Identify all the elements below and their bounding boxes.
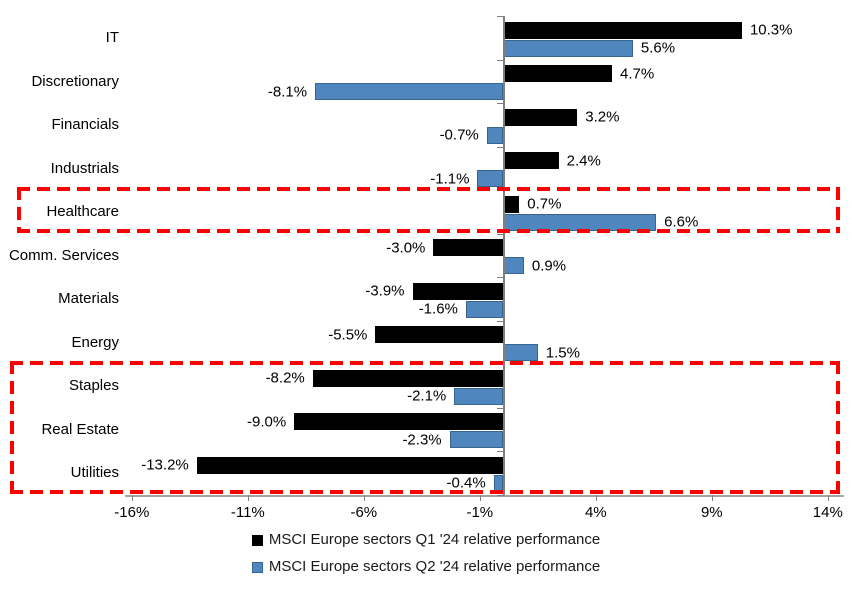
legend-item-q2: MSCI Europe sectors Q2 '24 relative perf… bbox=[251, 558, 601, 576]
highlight-box-healthcare bbox=[17, 187, 840, 233]
legend-label-q2: MSCI Europe sectors Q2 '24 relative perf… bbox=[268, 558, 601, 575]
q1-value-real-estate: -9.0% bbox=[247, 413, 287, 430]
q2-value-comm-services: 0.9% bbox=[531, 257, 567, 274]
q2-value-discretionary: -8.1% bbox=[267, 83, 308, 100]
category-tick bbox=[497, 233, 504, 235]
category-label-healthcare: Healthcare bbox=[46, 203, 119, 221]
q1-value-utilities: -13.2% bbox=[141, 456, 189, 474]
category-axis-line bbox=[125, 494, 844, 497]
q2-value-energy: 1.5% bbox=[545, 344, 580, 361]
q2-bar-financials bbox=[486, 126, 503, 144]
category-label-it: IT bbox=[105, 29, 119, 47]
q1-value-industrials: 2.4% bbox=[566, 152, 601, 169]
category-label-staples: Staples bbox=[68, 377, 119, 395]
q2-bar-comm-services bbox=[503, 257, 524, 274]
x-axis-tick bbox=[711, 494, 713, 501]
q1-value-healthcare: 0.7% bbox=[527, 195, 562, 213]
category-label-financials: Financials bbox=[51, 116, 119, 134]
q2-bar-real-estate bbox=[449, 431, 503, 448]
x-axis-tick-label-4: 4% bbox=[584, 503, 607, 521]
q2-value-it: 5.6% bbox=[640, 39, 676, 57]
category-tick bbox=[497, 451, 504, 452]
category-tick bbox=[497, 407, 504, 409]
q2-bar-staples bbox=[454, 387, 503, 405]
q2-value-healthcare: 6.6% bbox=[664, 213, 699, 231]
x-axis-tick-label-1: -1% bbox=[466, 503, 494, 521]
x-axis-tick-label-6: -6% bbox=[350, 503, 378, 521]
q2-bar-utilities bbox=[493, 474, 503, 492]
q1-bar-it bbox=[503, 21, 742, 39]
category-tick bbox=[497, 103, 504, 104]
q1-value-materials: -3.9% bbox=[365, 282, 405, 300]
q1-bar-materials bbox=[412, 282, 503, 300]
q2-value-financials: -0.7% bbox=[439, 126, 479, 144]
q2-value-real-estate: -2.3% bbox=[402, 431, 442, 448]
q2-bar-energy bbox=[503, 344, 538, 361]
legend-marker-q1-icon bbox=[251, 534, 263, 546]
category-label-utilities: Utilities bbox=[70, 464, 119, 482]
category-label-comm-services: Comm. Services bbox=[8, 246, 119, 264]
legend-label-q1: MSCI Europe sectors Q1 '24 relative perf… bbox=[268, 531, 601, 548]
x-axis-tick-label-16: -16% bbox=[114, 503, 150, 521]
category-tick bbox=[497, 494, 504, 496]
q1-bar-industrials bbox=[503, 152, 559, 169]
category-label-discretionary: Discretionary bbox=[31, 72, 119, 90]
category-label-materials: Materials bbox=[58, 290, 119, 308]
q1-value-it: 10.3% bbox=[749, 21, 793, 39]
q1-value-staples: -8.2% bbox=[265, 369, 305, 387]
q2-value-materials: -1.6% bbox=[418, 300, 458, 318]
q2-value-industrials: -1.1% bbox=[430, 170, 470, 187]
x-axis-tick-label-14: 14% bbox=[812, 503, 843, 521]
q1-value-energy: -5.5% bbox=[328, 326, 368, 343]
q2-bar-healthcare bbox=[503, 213, 657, 231]
x-axis-tick bbox=[827, 494, 829, 501]
x-axis-tick bbox=[479, 494, 481, 501]
q1-value-discretionary: 4.7% bbox=[620, 65, 655, 82]
legend-marker-q2-icon bbox=[251, 561, 263, 573]
q1-bar-energy bbox=[375, 326, 503, 343]
category-tick bbox=[497, 190, 504, 191]
q1-bar-healthcare bbox=[503, 195, 520, 213]
value-axis-line bbox=[503, 16, 505, 495]
q1-bar-comm-services bbox=[433, 239, 503, 256]
q2-bar-discretionary bbox=[315, 83, 503, 100]
q1-value-comm-services: -3.0% bbox=[386, 239, 426, 256]
x-axis-tick bbox=[131, 494, 133, 501]
category-label-real-estate: Real Estate bbox=[41, 420, 119, 438]
q2-bar-materials bbox=[465, 300, 503, 318]
q2-bar-industrials bbox=[477, 170, 503, 187]
x-axis-tick bbox=[595, 494, 597, 501]
category-tick bbox=[497, 320, 504, 322]
category-tick bbox=[497, 59, 504, 61]
category-tick bbox=[497, 146, 504, 148]
x-axis-tick bbox=[363, 494, 365, 501]
q1-bar-staples bbox=[312, 369, 503, 387]
q2-value-staples: -2.1% bbox=[407, 387, 447, 405]
q1-bar-discretionary bbox=[503, 65, 613, 82]
x-axis-tick-label-11: -11% bbox=[230, 503, 265, 521]
category-label-energy: Energy bbox=[71, 333, 119, 351]
x-axis-tick-label-9: 9% bbox=[700, 503, 723, 521]
q2-value-utilities: -0.4% bbox=[446, 474, 486, 492]
category-label-industrials: Industrials bbox=[50, 159, 119, 177]
q1-bar-financials bbox=[503, 108, 578, 126]
q1-bar-utilities bbox=[196, 456, 503, 474]
q2-bar-it bbox=[503, 39, 633, 57]
category-tick bbox=[497, 364, 504, 365]
category-tick bbox=[497, 16, 504, 17]
q1-bar-real-estate bbox=[294, 413, 503, 430]
category-tick bbox=[497, 277, 504, 278]
legend-item-q1: MSCI Europe sectors Q1 '24 relative perf… bbox=[251, 531, 601, 549]
x-axis-tick bbox=[247, 494, 249, 501]
legend: MSCI Europe sectors Q1 '24 relative perf… bbox=[0, 531, 852, 576]
q1-value-financials: 3.2% bbox=[585, 108, 620, 126]
